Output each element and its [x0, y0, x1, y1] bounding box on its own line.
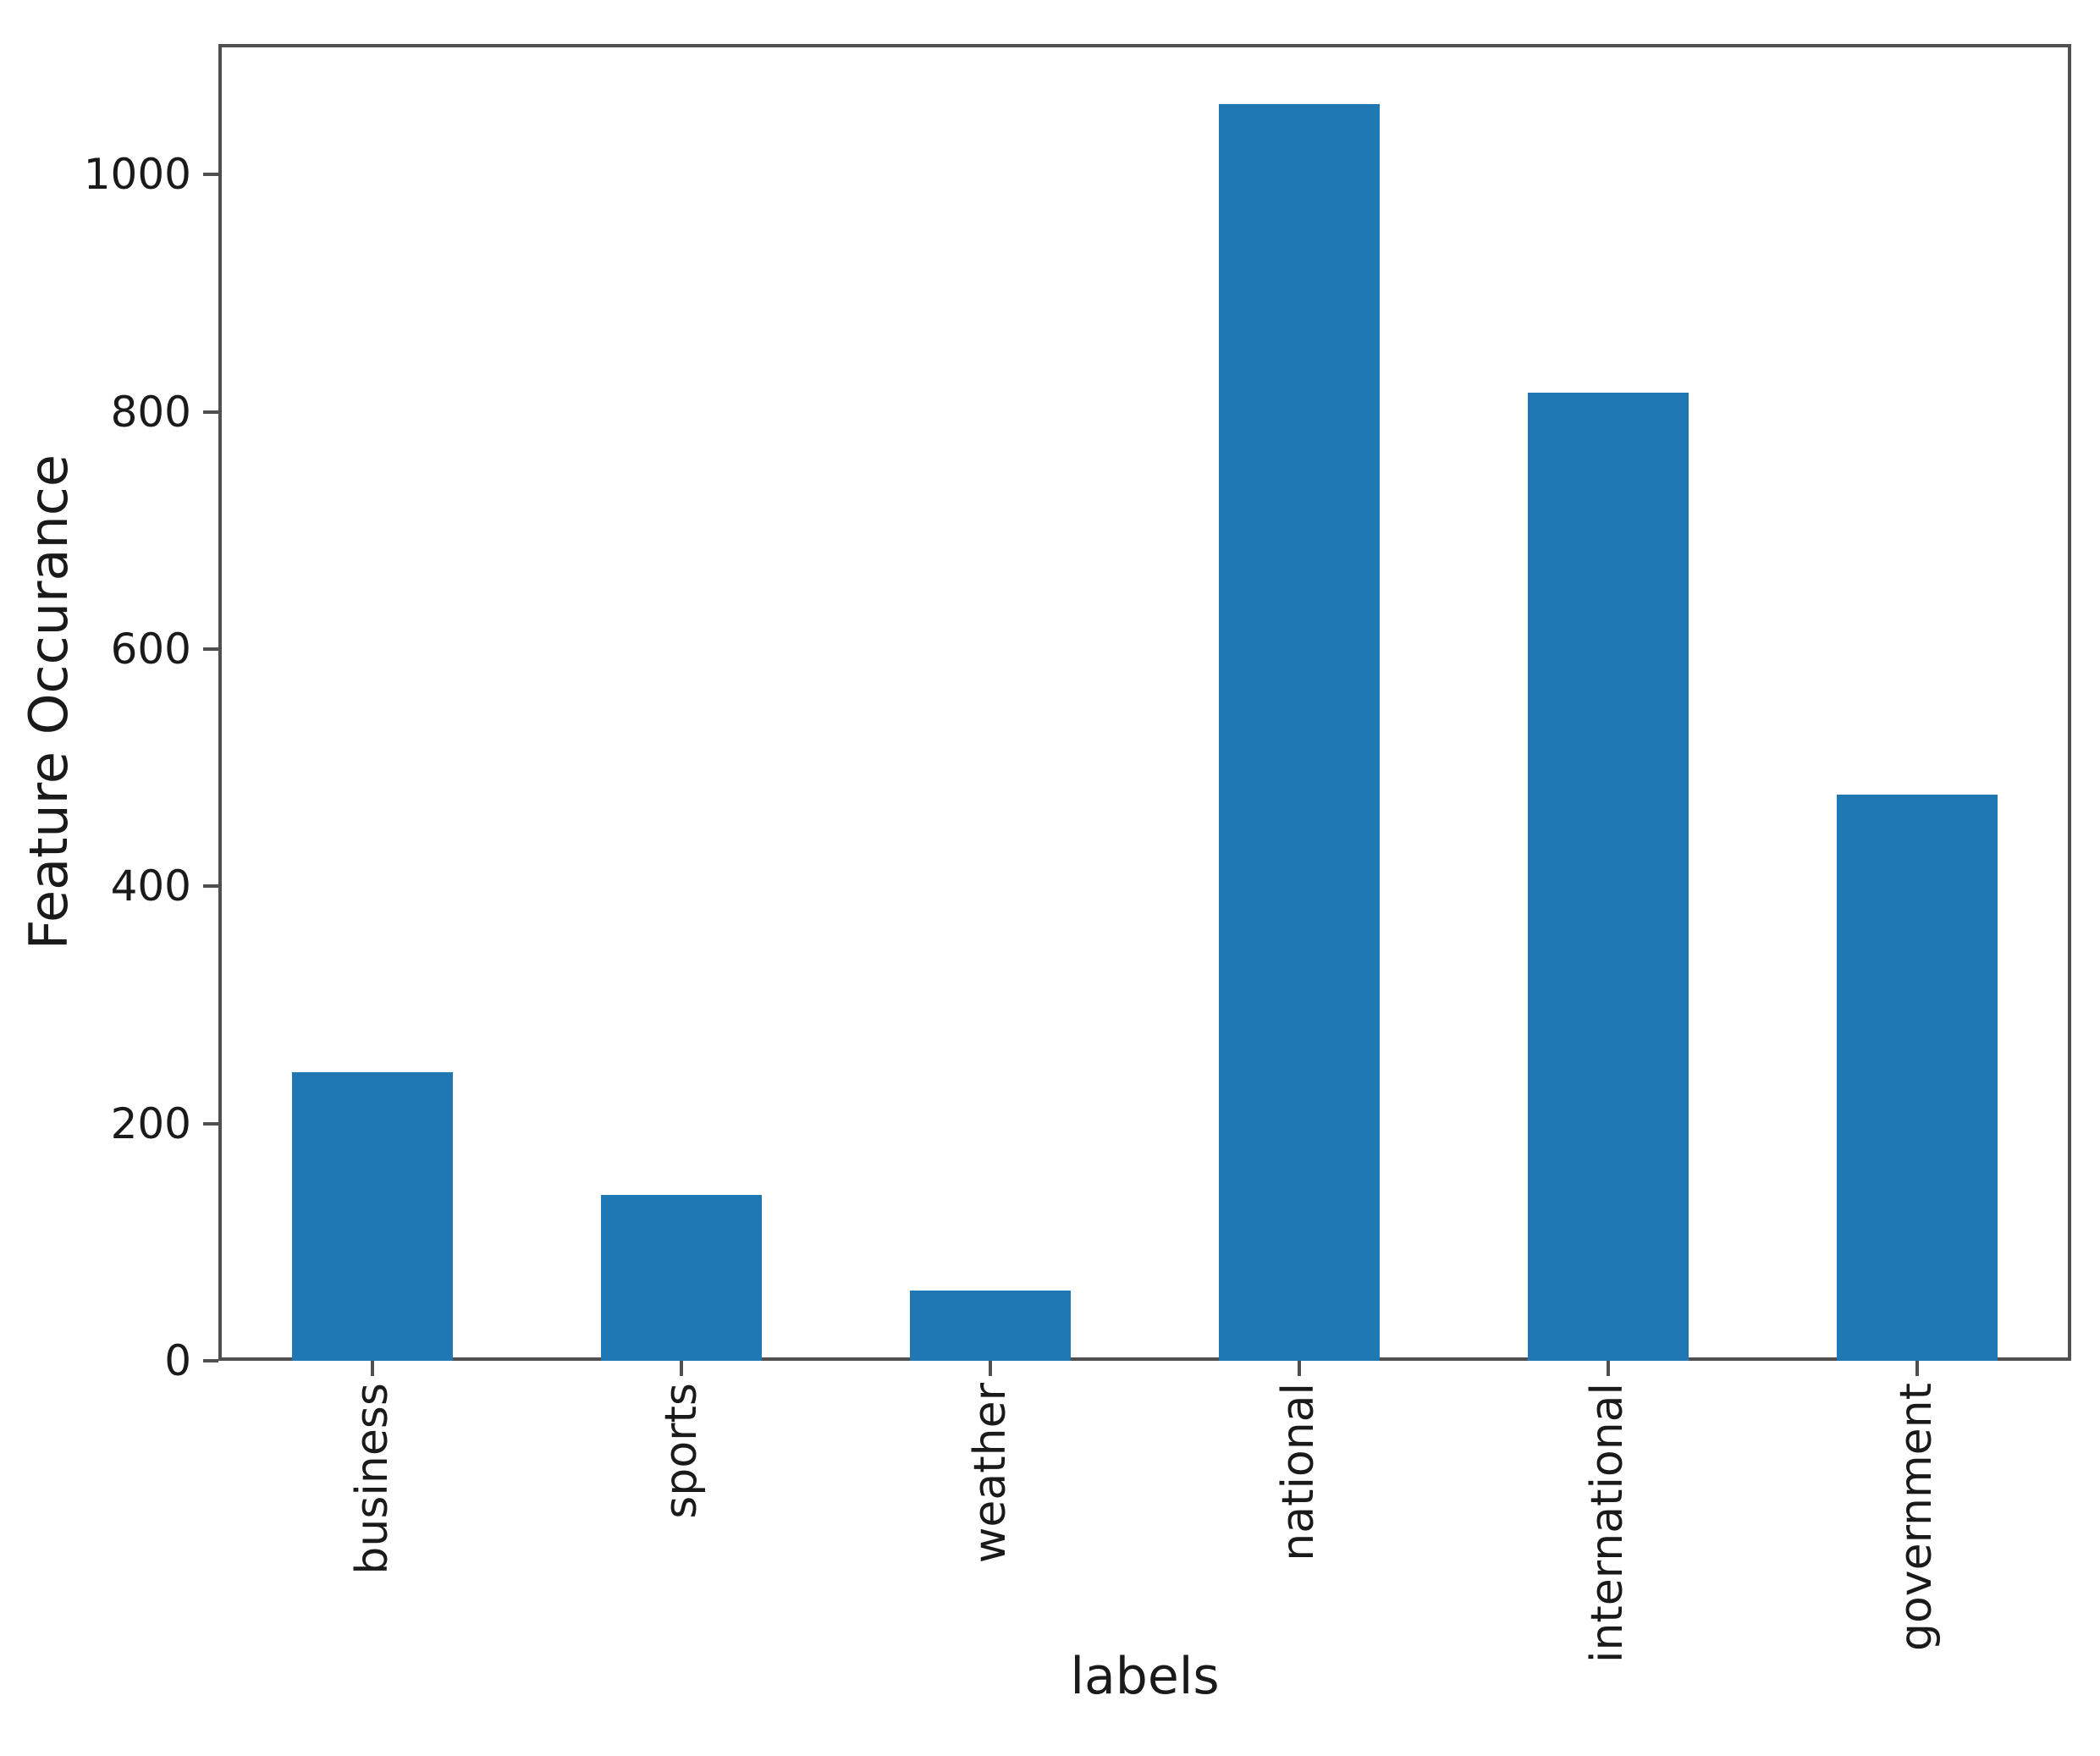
bar-national — [1218, 104, 1380, 1361]
x-tick-mark — [1915, 1361, 1919, 1376]
x-tick-label-text: national — [1273, 1383, 1325, 1561]
y-tick-label: 0 — [164, 1336, 191, 1385]
y-tick-mark — [203, 1359, 218, 1362]
x-tick-mark — [1606, 1361, 1610, 1376]
x-tick-mark — [680, 1361, 684, 1376]
bar-business — [292, 1072, 454, 1361]
x-tick-label-text: business — [346, 1383, 398, 1575]
bar-government — [1836, 795, 1998, 1361]
bar-international — [1527, 393, 1689, 1361]
y-tick-label: 600 — [110, 624, 191, 674]
y-tick-label: 200 — [110, 1098, 191, 1148]
y-tick-mark — [203, 173, 218, 177]
x-tick-mark — [1297, 1361, 1301, 1376]
x-tick-label-international: international — [1570, 1383, 1646, 1663]
y-axis-label-wrap: Feature Occurance — [8, 44, 90, 1361]
x-tick-label-weather: weather — [952, 1383, 1028, 1563]
y-tick-mark — [203, 647, 218, 651]
x-tick-label-text: international — [1582, 1383, 1634, 1663]
y-tick-mark — [203, 410, 218, 414]
x-tick-label-text: sports — [655, 1383, 707, 1519]
y-tick-label: 400 — [110, 861, 191, 911]
bar-sports — [601, 1194, 763, 1361]
y-tick-mark — [203, 884, 218, 889]
plot-area — [218, 44, 2071, 1361]
x-tick-mark — [989, 1361, 993, 1376]
x-axis-label: labels — [1070, 1647, 1220, 1706]
y-tick-label: 1000 — [83, 150, 191, 200]
x-tick-mark — [371, 1361, 375, 1376]
y-tick-label: 800 — [110, 387, 191, 437]
x-tick-label-government: government — [1879, 1383, 1955, 1651]
x-tick-label-national: national — [1261, 1383, 1337, 1561]
x-tick-label-business: business — [334, 1383, 411, 1575]
x-tick-label-text: government — [1891, 1383, 1943, 1652]
y-tick-mark — [203, 1121, 218, 1126]
bar-weather — [910, 1291, 1072, 1361]
x-tick-label-sports: sports — [643, 1383, 719, 1519]
x-tick-label-text: weather — [964, 1383, 1016, 1564]
